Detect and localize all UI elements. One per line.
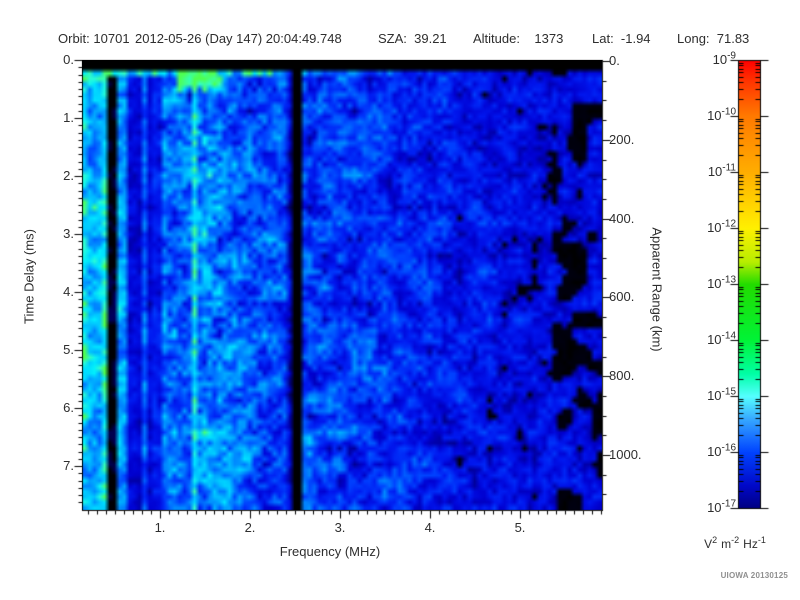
header-datetime: 2012-05-26 (Day 147) 20:04:49.748 xyxy=(135,31,342,46)
cb-base: 10 xyxy=(707,444,722,459)
cb-base: 10 xyxy=(707,500,722,515)
y2-tick-label: 1000. xyxy=(609,447,642,462)
unit-hz: Hz xyxy=(743,537,758,551)
cb-exp: -15 xyxy=(721,386,736,398)
y-tick-label: 6. xyxy=(63,400,74,415)
colorbar-unit-label: V2 m-2 Hz-1 xyxy=(672,535,798,552)
cb-base: 10 xyxy=(707,220,722,235)
cb-exp: -9 xyxy=(727,50,736,62)
colorbar-tick-label: 10-17 xyxy=(688,498,736,515)
unit-m-exp: -2 xyxy=(731,535,740,545)
x-axis-title: Frequency (MHz) xyxy=(279,544,381,559)
unit-v-exp: 2 xyxy=(712,535,718,545)
unit-v: V xyxy=(704,537,713,551)
y-tick-label: 0. xyxy=(63,52,74,67)
cb-exp: -11 xyxy=(722,162,736,174)
x-tick-label: 5. xyxy=(514,520,526,535)
cb-base: 10 xyxy=(712,52,728,67)
y-tick-label: 5. xyxy=(63,342,74,357)
colorbar-tick-label: 10-16 xyxy=(688,442,736,459)
cb-exp: -10 xyxy=(721,106,736,118)
header-orbit: Orbit: 10701 xyxy=(58,31,130,46)
cb-exp: -13 xyxy=(721,274,736,286)
y2-axis-title: Apparent Range (km) xyxy=(649,227,665,352)
colorbar-tick-label: 10-15 xyxy=(688,386,736,403)
cb-exp: -17 xyxy=(721,498,736,510)
colorbar-tick-label: 10-11 xyxy=(688,162,736,179)
header-long: Long: 71.83 xyxy=(677,31,750,46)
colorbar-tick-label: 10-13 xyxy=(688,274,736,291)
cb-base: 10 xyxy=(707,276,722,291)
cb-exp: -12 xyxy=(721,218,736,230)
x-tick-label: 2. xyxy=(244,520,256,535)
y2-tick-label: 0. xyxy=(609,53,620,68)
header-altitude: Altitude: 1373 xyxy=(473,31,564,46)
y-tick-label: 2. xyxy=(63,168,74,183)
x-tick-label: 1. xyxy=(154,520,166,535)
cb-base: 10 xyxy=(707,108,722,123)
y2-tick-label: 600. xyxy=(609,289,635,304)
ionogram-spectrogram-canvas xyxy=(82,60,602,510)
colorbar-tick-label: 10-14 xyxy=(688,330,736,347)
y-tick-label: 7. xyxy=(63,458,74,473)
y2-tick-label: 400. xyxy=(609,211,635,226)
y2-tick-label: 200. xyxy=(609,132,635,147)
y-tick-label: 1. xyxy=(63,110,74,125)
colorbar-tick-label: 10-10 xyxy=(688,106,736,123)
colorbar-tick-label: 10-9 xyxy=(688,50,736,67)
y-axis-title: Time Delay (ms) xyxy=(21,229,37,324)
unit-m: m xyxy=(721,537,732,551)
y2-tick-label: 800. xyxy=(609,368,635,383)
cb-exp: -16 xyxy=(721,442,736,454)
header-lat: Lat: -1.94 xyxy=(592,31,651,46)
unit-hz-exp: -1 xyxy=(757,535,766,545)
header-sza: SZA: 39.21 xyxy=(378,31,447,46)
x-tick-label: 3. xyxy=(334,520,346,535)
cb-base: 10 xyxy=(707,388,722,403)
y-tick-label: 4. xyxy=(63,284,74,299)
uiowa-watermark: UIOWA 20130125 xyxy=(720,571,788,580)
cb-exp: -14 xyxy=(721,330,736,342)
cb-base: 10 xyxy=(707,164,723,179)
cb-base: 10 xyxy=(707,332,722,347)
y-tick-label: 3. xyxy=(63,226,74,241)
colorbar-tick-label: 10-12 xyxy=(688,218,736,235)
x-tick-label: 4. xyxy=(424,520,436,535)
